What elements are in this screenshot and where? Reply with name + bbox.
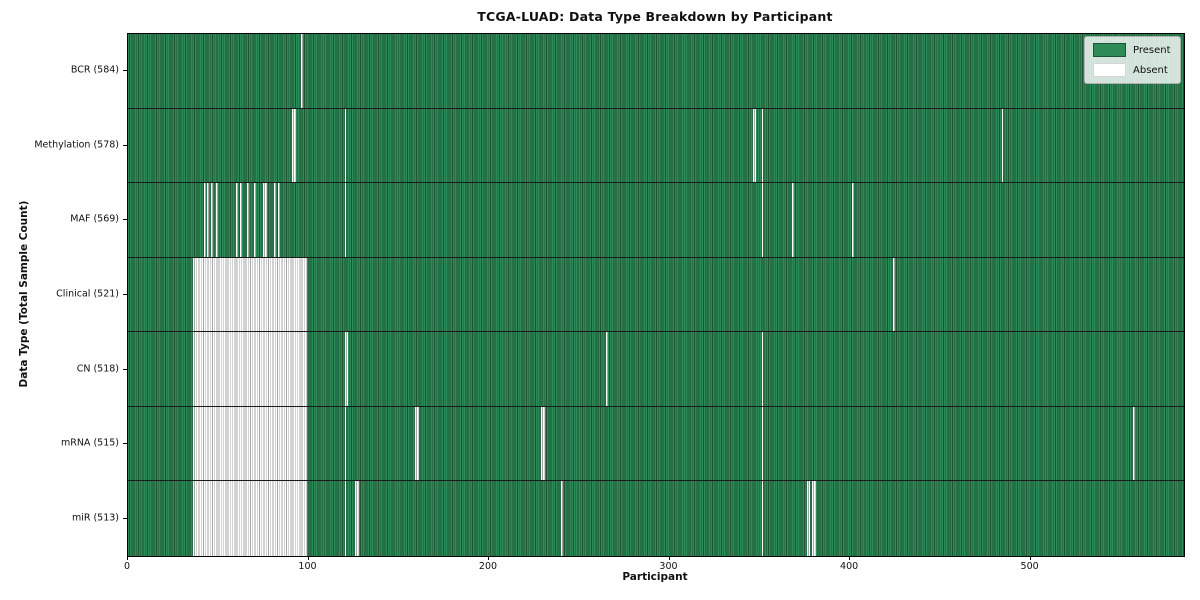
heatmap-row-mrna (128, 406, 1184, 482)
heatmap-row-mir (128, 481, 1184, 556)
absent-stripe (812, 481, 816, 556)
x-tick-mark (307, 556, 309, 560)
x-tick-label: 500 (1020, 561, 1039, 572)
y-tick-label-mir: miR (513) (71, 512, 119, 524)
x-tick-label: 100 (298, 561, 317, 572)
heatmap-row-cn (128, 332, 1184, 407)
y-tick-label-bcr: BCR (584) (70, 64, 119, 76)
absent-stripe (606, 332, 609, 406)
y-tick-mark (123, 517, 127, 519)
absent-stripe (344, 108, 347, 183)
absent-stripe (192, 406, 307, 481)
y-tick-mark (123, 70, 127, 72)
y-tick-mark (123, 294, 127, 295)
absent-stripe (211, 183, 213, 257)
absent-stripe (344, 332, 349, 406)
absent-stripe (761, 481, 764, 556)
x-tick-label: 200 (478, 561, 498, 572)
x-tick-mark (488, 556, 489, 560)
absent-stripe (792, 183, 795, 257)
y-tick-label-clinical: Clinical (521) (56, 288, 119, 300)
legend-swatch-present-icon (1093, 43, 1126, 57)
absent-stripe (247, 183, 249, 257)
absent-stripe (752, 108, 757, 183)
x-tick-mark (668, 556, 670, 560)
x-tick-mark (127, 556, 128, 560)
x-tick-mark (849, 556, 851, 560)
y-tick-label-maf: MAF (569) (70, 213, 119, 225)
legend: Present Absent (1084, 36, 1181, 84)
y-tick-mark (123, 144, 127, 146)
absent-stripe (203, 183, 206, 257)
absent-stripe (292, 108, 296, 183)
absent-stripe (806, 481, 811, 556)
absent-stripe (761, 332, 764, 406)
absent-stripe (236, 183, 239, 257)
absent-stripe (263, 183, 267, 257)
absent-stripe (1001, 108, 1004, 183)
absent-stripe (1133, 406, 1136, 481)
legend-item-absent: Absent (1093, 63, 1171, 77)
absent-stripe (192, 481, 307, 556)
absent-stripe (561, 481, 564, 556)
absent-stripe (274, 183, 277, 257)
x-tick-label: 0 (123, 561, 131, 572)
absent-stripe (761, 108, 764, 183)
x-tick-mark (1029, 556, 1031, 560)
absent-stripe (344, 481, 347, 556)
absent-stripe (344, 406, 347, 481)
absent-stripe (216, 183, 219, 257)
legend-label-absent: Absent (1133, 64, 1168, 76)
absent-stripe (254, 183, 257, 257)
y-tick-mark (123, 443, 127, 445)
absent-stripe (541, 406, 545, 481)
absent-stripe (277, 183, 280, 257)
heatmap-row-methylation (128, 108, 1184, 184)
heatmap-row-clinical (128, 257, 1184, 333)
absent-stripe (355, 481, 360, 556)
x-tick-label: 300 (659, 561, 678, 572)
y-tick-label-cn: CN (518) (76, 363, 119, 375)
absent-stripe (761, 183, 764, 257)
heatmap-row-bcr (128, 34, 1184, 109)
absent-stripe (344, 183, 347, 257)
legend-item-present: Present (1093, 43, 1171, 57)
legend-label-present: Present (1133, 44, 1171, 56)
plot-area (127, 33, 1185, 557)
legend-swatch-absent-icon (1093, 63, 1126, 77)
absent-stripe (192, 257, 307, 332)
absent-stripe (207, 183, 210, 257)
absent-stripe (239, 183, 242, 257)
y-tick-mark (123, 368, 127, 370)
x-axis-title: Participant (622, 571, 688, 583)
absent-stripe (192, 332, 307, 406)
chart-title: TCGA-LUAD: Data Type Breakdown by Partic… (477, 9, 833, 24)
absent-stripe (415, 406, 419, 481)
absent-stripe (893, 257, 896, 332)
y-tick-label-mrna: mRNA (515) (60, 437, 119, 449)
y-tick-label-methylation: Methylation (578) (34, 139, 119, 151)
heatmap-row-maf (128, 183, 1184, 258)
absent-stripe (301, 34, 304, 108)
x-tick-label: 400 (840, 561, 859, 572)
absent-stripe (761, 406, 764, 481)
absent-stripe (851, 183, 854, 257)
y-tick-mark (123, 219, 127, 221)
